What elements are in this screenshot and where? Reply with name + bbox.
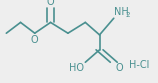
- Text: NH: NH: [114, 7, 128, 17]
- Text: H-Cl: H-Cl: [129, 60, 149, 70]
- Text: O: O: [115, 63, 123, 73]
- Text: O: O: [47, 0, 54, 7]
- Text: 2: 2: [125, 12, 130, 18]
- Text: HO: HO: [69, 63, 84, 73]
- Text: O: O: [31, 35, 39, 45]
